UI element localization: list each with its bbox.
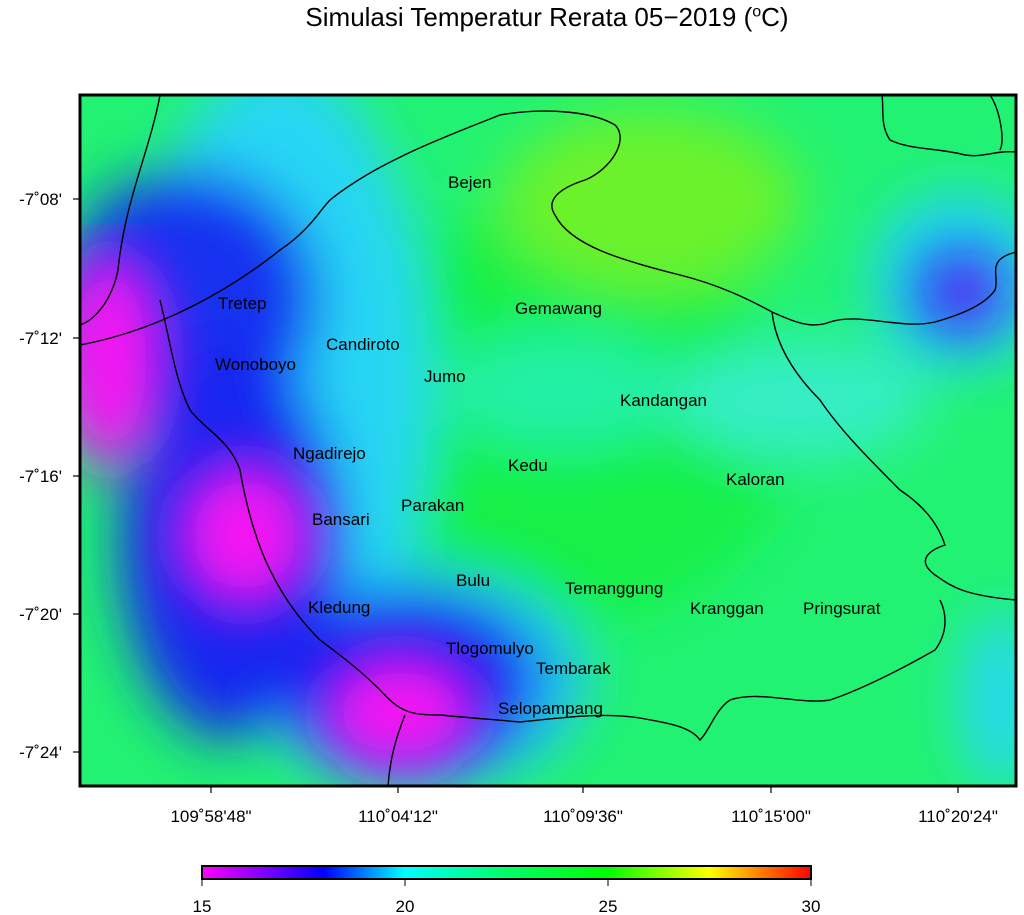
tick-marks bbox=[73, 198, 959, 793]
title-superscript: o bbox=[752, 3, 762, 21]
x-tick-label: 110˚09'36" bbox=[543, 807, 623, 826]
x-axis-labels: 109˚58'48" 110˚04'12" 110˚09'36" 110˚15'… bbox=[170, 807, 998, 826]
x-tick-label: 110˚15'00" bbox=[731, 807, 811, 826]
temperature-field bbox=[80, 95, 1016, 786]
x-tick-label: 109˚58'48" bbox=[170, 807, 251, 826]
place-label-tembarak: Tembarak bbox=[536, 659, 611, 678]
y-tick-label: -7˚24' bbox=[19, 743, 62, 762]
place-label-kedu: Kedu bbox=[508, 456, 548, 475]
y-tick-label: -7˚20' bbox=[19, 605, 62, 624]
place-label-tretep: Tretep bbox=[218, 294, 267, 313]
colorbar-tick-label: 25 bbox=[599, 897, 618, 915]
place-label-bansari: Bansari bbox=[312, 510, 370, 529]
place-label-bulu: Bulu bbox=[456, 571, 490, 590]
place-label-tlogomulyo: Tlogomulyo bbox=[446, 639, 534, 658]
place-label-kledung: Kledung bbox=[308, 598, 370, 617]
place-label-kranggan: Kranggan bbox=[690, 599, 764, 618]
place-label-temanggung: Temanggung bbox=[565, 579, 663, 598]
place-label-pringsurat: Pringsurat bbox=[803, 599, 881, 618]
place-label-jumo: Jumo bbox=[424, 367, 466, 386]
y-tick-label: -7˚16' bbox=[19, 467, 62, 486]
boundary-lines bbox=[80, 95, 1016, 786]
place-label-candiroto: Candiroto bbox=[326, 335, 400, 354]
place-label-kaloran: Kaloran bbox=[726, 470, 785, 489]
place-label-bejen: Bejen bbox=[448, 173, 491, 192]
x-tick-label: 110˚20'24" bbox=[918, 807, 998, 826]
place-label-gemawang: Gemawang bbox=[515, 299, 602, 318]
place-label-kandangan: Kandangan bbox=[620, 391, 707, 410]
colorbar-tick-label: 30 bbox=[802, 897, 821, 915]
y-tick-label: -7˚08' bbox=[19, 190, 62, 209]
colorbar: 15 20 25 30 bbox=[193, 865, 821, 915]
colorbar-tick-label: 15 bbox=[193, 897, 212, 915]
y-axis-labels: -7˚08' -7˚12' -7˚16' -7˚20' -7˚24' bbox=[19, 190, 62, 762]
place-label-selopampang: Selopampang bbox=[498, 699, 603, 718]
title-text: Simulasi Temperatur Rerata 05−2019 ( bbox=[305, 2, 753, 32]
y-tick-label: -7˚12' bbox=[19, 329, 62, 348]
x-tick-label: 110˚04'12" bbox=[358, 807, 438, 826]
colorbar-tick-label: 20 bbox=[396, 897, 415, 915]
place-label-wonoboyo: Wonoboyo bbox=[215, 355, 296, 374]
colorbar-gradient bbox=[201, 865, 812, 880]
place-label-ngadirejo: Ngadirejo bbox=[293, 444, 366, 463]
title-unit: C) bbox=[761, 2, 789, 32]
map-title: Simulasi Temperatur Rerata 05−2019 (oC) bbox=[0, 2, 1024, 33]
place-labels: Bejen Tretep Gemawang Candiroto Wonoboyo… bbox=[215, 173, 881, 718]
map-frame bbox=[78, 93, 1018, 788]
place-label-parakan: Parakan bbox=[401, 496, 464, 515]
